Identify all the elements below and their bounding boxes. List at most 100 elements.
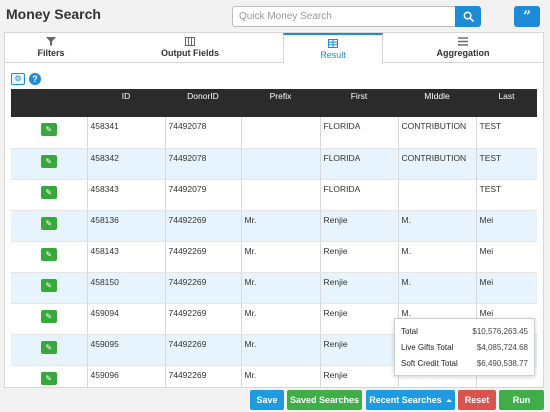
table-row: ✎ 458341 74492078 FLORIDA CONTRIBUTION T… <box>11 117 537 149</box>
row-actions: ✎ <box>11 241 88 273</box>
cell-donorid: 74492269 <box>165 241 242 273</box>
column-header-prefix[interactable]: Prefix <box>241 89 320 117</box>
edit-button[interactable]: ✎ <box>40 216 57 230</box>
save-button[interactable]: Save <box>250 390 284 410</box>
search-icon <box>463 11 474 22</box>
row-actions: ✎ <box>11 148 88 180</box>
cell-last: TEST <box>476 179 537 211</box>
edit-button[interactable]: ✎ <box>40 309 57 323</box>
table-header-row: ID DonorID Prefix First MIddle Last <box>11 89 537 117</box>
total-row: Total $10,576,263.45 <box>401 324 528 340</box>
cell-donorid: 74492079 <box>165 179 242 211</box>
quick-search-input[interactable] <box>232 6 456 27</box>
cell-middle: M. <box>398 210 477 242</box>
tab-filters[interactable]: Filters <box>5 33 97 63</box>
row-actions: ✎ <box>11 117 88 149</box>
cell-id: 458343 <box>87 179 166 211</box>
edit-button[interactable]: ✎ <box>40 123 57 136</box>
cell-first: Renjie <box>320 303 399 335</box>
cell-id: 458341 <box>87 117 166 149</box>
pencil-icon: ✎ <box>45 311 53 321</box>
row-actions: ✎ <box>11 303 88 335</box>
quote-button[interactable]: ” <box>514 6 540 27</box>
column-header-middle[interactable]: MIddle <box>398 89 476 117</box>
reset-button[interactable]: Reset <box>458 390 496 410</box>
pencil-icon: ✎ <box>45 280 53 290</box>
live-gifts-total-label: Live Gifts Total <box>401 343 454 352</box>
cell-id: 459096 <box>87 365 166 387</box>
row-actions: ✎ <box>11 179 88 211</box>
cell-last: Mei <box>476 272 537 304</box>
column-header-last[interactable]: Last <box>476 89 537 117</box>
cell-id: 458342 <box>87 148 166 180</box>
cell-prefix: Mr. <box>241 334 321 366</box>
column-header-first[interactable]: First <box>320 89 398 117</box>
gear-icon: ⚙ <box>14 74 22 83</box>
cell-id: 459094 <box>87 303 166 335</box>
pencil-icon: ✎ <box>45 218 53 228</box>
edit-button[interactable]: ✎ <box>40 154 57 168</box>
column-header-donorid[interactable]: DonorID <box>165 89 241 117</box>
pencil-icon: ✎ <box>45 187 53 197</box>
cell-middle: M. <box>398 241 477 273</box>
cell-donorid: 74492078 <box>165 117 242 149</box>
cell-id: 459095 <box>87 334 166 366</box>
live-gifts-total-value: $4,085,724.68 <box>476 343 528 352</box>
caret-up-icon <box>445 399 452 403</box>
row-actions: ✎ <box>11 210 88 242</box>
page-title: Money Search <box>6 6 101 22</box>
cell-donorid: 74492269 <box>165 272 242 304</box>
cell-first: Renjie <box>320 365 399 387</box>
recent-searches-button[interactable]: Recent Searches <box>366 390 455 410</box>
cell-middle: CONTRIBUTION <box>398 148 477 180</box>
list-icon <box>458 37 468 46</box>
soft-credit-total-row: Soft Credit Total $6,490,538.77 <box>401 356 528 372</box>
tab-result[interactable]: Result <box>283 33 383 64</box>
pencil-icon: ✎ <box>45 125 53 134</box>
tab-result-label: Result <box>320 50 346 60</box>
filter-icon <box>46 37 56 46</box>
cell-last: Mei <box>476 210 537 242</box>
pencil-icon: ✎ <box>45 249 53 259</box>
cell-last: TEST <box>476 148 537 180</box>
column-header-actions <box>11 89 87 117</box>
columns-icon <box>185 37 195 46</box>
help-button[interactable]: ? <box>29 73 41 85</box>
cell-first: Renjie <box>320 241 399 273</box>
pencil-icon: ✎ <box>45 156 53 166</box>
pencil-icon: ✎ <box>45 342 53 352</box>
table-row: ✎ 458143 74492269 Mr. Renjie M. Mei <box>11 241 537 273</box>
question-icon: ? <box>32 74 38 84</box>
cell-donorid: 74492269 <box>165 210 242 242</box>
table-row: ✎ 458150 74492269 Mr. Renjie M. Mei <box>11 272 537 304</box>
edit-button[interactable]: ✎ <box>40 371 57 385</box>
soft-credit-total-label: Soft Credit Total <box>401 359 458 368</box>
cell-last: TEST <box>476 117 537 149</box>
edit-button[interactable]: ✎ <box>40 278 57 292</box>
edit-button[interactable]: ✎ <box>40 247 57 261</box>
cell-prefix: Mr. <box>241 272 321 304</box>
tab-output-fields-label: Output Fields <box>161 48 219 58</box>
run-button[interactable]: Run <box>499 390 544 410</box>
saved-searches-button[interactable]: Saved Searches <box>287 390 362 410</box>
tab-output-fields[interactable]: Output Fields <box>97 33 283 63</box>
search-button[interactable] <box>455 6 481 27</box>
cell-prefix <box>241 148 321 180</box>
cell-middle: M. <box>398 272 477 304</box>
cell-prefix: Mr. <box>241 365 321 387</box>
column-header-id[interactable]: ID <box>87 89 165 117</box>
tab-filters-label: Filters <box>37 48 65 58</box>
edit-button[interactable]: ✎ <box>40 340 57 354</box>
total-label: Total <box>401 327 418 336</box>
edit-button[interactable]: ✎ <box>40 185 57 199</box>
row-actions: ✎ <box>11 334 88 366</box>
table-row: ✎ 458136 74492269 Mr. Renjie M. Mei <box>11 210 537 242</box>
table-row: ✎ 458343 74492079 FLORIDA TEST <box>11 179 537 211</box>
cell-id: 458143 <box>87 241 166 273</box>
cell-last: Mei <box>476 241 537 273</box>
settings-button[interactable]: ⚙ <box>11 73 25 85</box>
tab-aggregation[interactable]: Aggregation <box>383 33 543 63</box>
cell-prefix <box>241 117 321 149</box>
table-row: ✎ 459094 74492269 Mr. Renjie M. Mei <box>11 303 537 335</box>
